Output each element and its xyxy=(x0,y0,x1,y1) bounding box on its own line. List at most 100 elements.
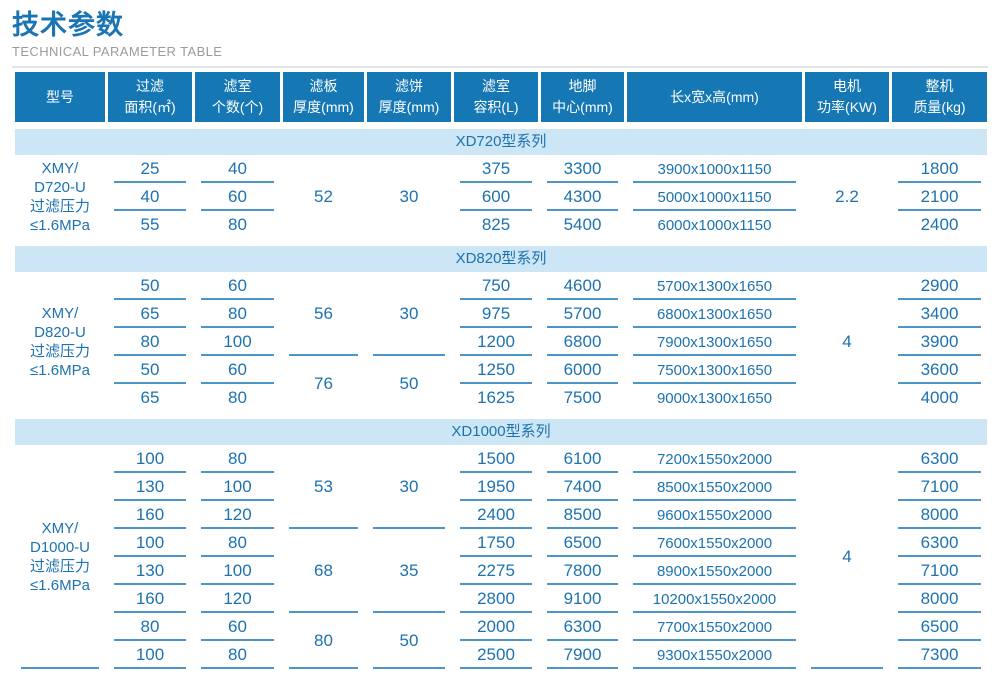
cell-chamber-count: 60 xyxy=(195,613,280,641)
cell-chamber-volume: 750 xyxy=(454,272,538,300)
page: 技术参数 TECHNICAL PARAMETER TABLE 型号 过滤 面积(㎡… xyxy=(12,8,990,669)
cell-model: XMY/ D1000-U 过滤压力 ≤1.6MPa xyxy=(15,445,105,669)
col-header-cake-thickness: 滤饼 厚度(mm) xyxy=(367,72,451,122)
cell-weight: 3400 xyxy=(892,300,987,328)
cell-chamber-volume: 2400 xyxy=(454,501,538,529)
cell-dimensions: 7900x1300x1650 xyxy=(627,328,802,356)
cell-weight: 2900 xyxy=(892,272,987,300)
cell-filter-area: 130 xyxy=(108,473,192,501)
table-row: 55 80 825 5400 6000x1000x1150 2400 xyxy=(15,211,987,239)
table-row: 130 100 1950 7400 8500x1550x2000 7100 xyxy=(15,473,987,501)
cell-weight: 6300 xyxy=(892,529,987,557)
cell-cake-thickness: 30 xyxy=(399,187,419,206)
cell-chamber-count: 60 xyxy=(195,356,280,384)
col-header-chamber-count: 滤室 个数(个) xyxy=(195,72,280,122)
cell-cake-thickness: 30 xyxy=(367,445,451,529)
cell-dimensions: 6800x1300x1650 xyxy=(627,300,802,328)
table-row: 65 80 1625 7500 9000x1300x1650 4000 xyxy=(15,384,987,412)
col-header-machine-weight: 整机 质量(kg) xyxy=(892,72,987,122)
cell-filter-area: 65 xyxy=(140,388,160,407)
table-row: 80 60 80 50 2000 6300 7700x1550x2000 650… xyxy=(15,613,987,669)
col-header-chamber-volume: 滤室 容积(L) xyxy=(454,72,538,122)
table-row: 50 60 76 50 1250 6000 7500x1300x1650 360… xyxy=(15,356,987,393)
cell-cake-thickness: 35 xyxy=(367,529,451,613)
cell-foot-center: 7500 xyxy=(563,388,602,407)
section-band-cell: XD1000型系列 xyxy=(15,412,987,445)
col-header-motor-power: 电机 功率(KW) xyxy=(805,72,889,122)
cell-foot-center: 4600 xyxy=(541,272,624,300)
cell-chamber-count: 60 xyxy=(195,183,280,211)
cell-dimensions: 9600x1550x2000 xyxy=(627,501,802,529)
cell-weight: 6500 xyxy=(892,613,987,641)
cell-filter-area: 65 xyxy=(108,300,192,328)
cell-chamber-volume: 2000 xyxy=(454,613,538,641)
cell-weight: 8000 xyxy=(892,501,987,529)
cell-foot-center: 6100 xyxy=(541,445,624,473)
cell-dimensions: 8500x1550x2000 xyxy=(627,473,802,501)
cell-motor-power: 2.2 xyxy=(835,187,859,206)
cell-plate-thickness: 52 xyxy=(314,187,333,206)
table-row: 160 120 2800 9100 10200x1550x2000 8000 xyxy=(15,585,987,613)
cell-motor-power: 4 xyxy=(805,445,889,669)
cell-foot-center: 3300 xyxy=(541,155,624,183)
table-row: 100 80 68 35 1750 6500 7600x1550x2000 63… xyxy=(15,529,987,613)
cell-foot-center: 4300 xyxy=(541,183,624,211)
cell-chamber-volume: 1500 xyxy=(454,445,538,473)
cell-dimensions: 8900x1550x2000 xyxy=(627,557,802,585)
cell-plate-thickness: 68 xyxy=(283,529,364,613)
cell-weight: 3600 xyxy=(892,356,987,384)
cell-chamber-count: 100 xyxy=(195,328,280,356)
cell-plate-thickness: 80 xyxy=(283,613,364,669)
cell-weight: 2400 xyxy=(920,215,959,234)
section-band-xd1000: XD1000型系列 xyxy=(15,412,987,445)
table-row: 40 60 600 4300 5000x1000x1150 2100 xyxy=(15,183,987,211)
cell-chamber-count: 80 xyxy=(195,300,280,328)
cell-chamber-count: 80 xyxy=(195,445,280,473)
cell-foot-center: 7800 xyxy=(541,557,624,585)
table-body: XD720型系列 XMY/ D720-U 过滤压力 ≤1.6MPa 25 40 … xyxy=(15,122,987,669)
cell-filter-area: 80 xyxy=(108,613,192,641)
cell-dimensions: 7600x1550x2000 xyxy=(627,529,802,557)
table-row: 100 80 2500 7900 9300x1550x2000 7300 xyxy=(15,641,987,669)
cell-dimensions: 9000x1300x1650 xyxy=(656,389,773,407)
cell-chamber-volume: 1750 xyxy=(454,529,538,557)
cell-model: XMY/ D820-U 过滤压力 ≤1.6MPa xyxy=(29,305,90,379)
cell-plate-thickness: 53 xyxy=(283,445,364,529)
cell-chamber-volume: 1250 xyxy=(454,356,538,384)
cell-filter-area: 130 xyxy=(108,557,192,585)
cell-chamber-count: 80 xyxy=(195,641,280,669)
page-header: 技术参数 TECHNICAL PARAMETER TABLE xyxy=(12,8,988,68)
cell-chamber-volume: 2275 xyxy=(454,557,538,585)
cell-filter-area: 100 xyxy=(108,641,192,669)
cell-cake-thickness: 30 xyxy=(367,272,451,356)
cell-chamber-volume: 600 xyxy=(454,183,538,211)
cell-motor-power: 4 xyxy=(842,332,852,351)
cell-weight: 3900 xyxy=(892,328,987,356)
cell-plate-thickness: 56 xyxy=(283,272,364,356)
cell-dimensions: 3900x1000x1150 xyxy=(627,155,802,183)
header-row: 型号 过滤 面积(㎡) 滤室 个数(个) 滤板 厚度(mm) 滤饼 厚度(mm) 滤室容… xyxy=(15,72,987,122)
section-band-cell: XD820型系列 xyxy=(15,239,987,272)
section-band-cell: XD720型系列 xyxy=(15,122,987,155)
cell-dimensions: 9300x1550x2000 xyxy=(627,641,802,669)
cell-foot-center: 6500 xyxy=(541,529,624,557)
cell-filter-area: 55 xyxy=(140,215,160,234)
header-divider xyxy=(12,66,988,68)
cell-filter-area: 40 xyxy=(108,183,192,211)
cell-chamber-count: 40 xyxy=(195,155,280,183)
cell-foot-center: 5700 xyxy=(541,300,624,328)
col-header-filter-area: 过滤 面积(㎡) xyxy=(108,72,192,122)
table-row: XMY/ D1000-U 过滤压力 ≤1.6MPa 100 80 53 30 1… xyxy=(15,445,987,669)
col-header-foot-center: 地脚 中心(mm) xyxy=(541,72,624,122)
cell-model: XMY/ D720-U 过滤压力 ≤1.6MPa xyxy=(29,160,90,234)
cell-filter-area: 160 xyxy=(108,585,192,613)
cell-foot-center: 6800 xyxy=(541,328,624,356)
page-title: 技术参数 xyxy=(12,10,124,40)
cell-weight: 4000 xyxy=(920,388,959,407)
parameter-table: 型号 过滤 面积(㎡) 滤室 个数(个) 滤板 厚度(mm) 滤饼 厚度(mm) 滤室容… xyxy=(12,72,990,669)
cell-chamber-volume: 2500 xyxy=(454,641,538,669)
cell-chamber-volume: 375 xyxy=(454,155,538,183)
cell-filter-area: 50 xyxy=(108,272,192,300)
cell-foot-center: 9100 xyxy=(541,585,624,613)
cell-weight: 7100 xyxy=(892,473,987,501)
